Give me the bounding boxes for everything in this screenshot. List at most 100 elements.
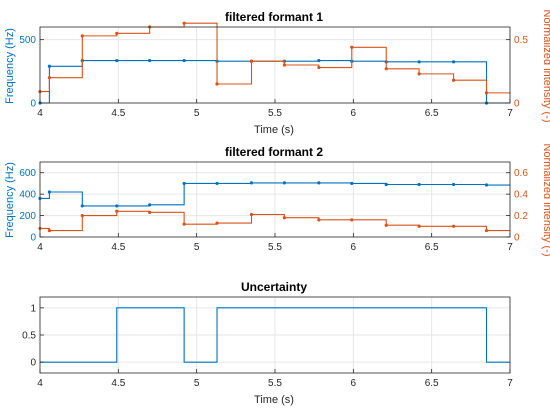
y-tick-label-right: 0 — [514, 99, 520, 110]
data-point — [384, 223, 388, 227]
data-point — [384, 67, 388, 71]
data-point — [115, 31, 119, 35]
data-point — [148, 210, 152, 214]
y-tick-label-right: 0.4 — [514, 190, 528, 201]
data-point — [350, 181, 354, 186]
panel-1-grid — [39, 27, 511, 104]
data-point — [115, 58, 119, 63]
panel-2-series — [38, 181, 510, 233]
panel-1-ylabel-right: Normalized intensity (-) — [541, 9, 550, 122]
data-point — [282, 63, 286, 67]
data-point — [249, 212, 254, 217]
data-point — [80, 213, 84, 218]
panel-formant-1: filtered formant 1 4 4.5 5 5.5 6 6.5 7050000.5… — [4, 9, 550, 136]
data-point — [182, 181, 186, 186]
x-tick-label: 6 — [351, 108, 357, 119]
y-tick-label-left: 0 — [30, 358, 36, 369]
panel-1-title: filtered formant 1 — [225, 10, 323, 24]
data-point — [47, 228, 52, 233]
data-point — [384, 182, 388, 187]
x-tick-label: 5 — [194, 378, 200, 389]
x-tick-label: 6.5 — [425, 242, 439, 253]
x-tick-label: 6.5 — [425, 378, 439, 389]
y-tick-label-left: 0 — [30, 233, 36, 244]
data-point — [115, 209, 119, 213]
data-point — [148, 58, 152, 63]
panel-2-ylabel-right: Normalized intensity (-) — [541, 143, 550, 256]
panel-uncertainty: Uncertainty 4 4.5 5 5.5 6 6.5 7 0 0.5 1 Time (s) — [22, 280, 513, 406]
series-line-right — [40, 22, 510, 94]
x-tick-label: 4 — [37, 378, 43, 389]
y-tick-label-left: 200 — [19, 211, 36, 222]
data-point — [484, 228, 489, 233]
x-tick-label: 5.5 — [268, 108, 282, 119]
y-tick-label-right: 0.5 — [514, 35, 528, 46]
y-tick-label-left: 0.5 — [22, 331, 36, 342]
panel-2-ylabel-left: Frequency (Hz) — [4, 162, 16, 238]
x-tick-label: 4 — [37, 242, 43, 253]
panel-3-title: Uncertainty — [241, 280, 307, 294]
y-tick-label-left: 500 — [19, 35, 36, 46]
data-point — [317, 65, 321, 70]
panel-3-ticks: 4 4.5 5 5.5 6 6.5 7 0 0.5 1 — [22, 303, 513, 389]
x-tick-label: 6 — [351, 378, 357, 389]
data-point — [80, 204, 84, 208]
data-point — [350, 45, 354, 49]
panel-1-ylabel-left: Frequency (Hz) — [4, 28, 16, 104]
data-point — [417, 182, 421, 187]
data-point — [350, 218, 354, 222]
data-point — [47, 76, 52, 80]
data-point — [215, 82, 219, 86]
data-point — [282, 216, 286, 220]
y-tick-label-right: 0.6 — [514, 168, 528, 179]
panel-formant-2: filtered formant 2 4 4.5 5 5.5 6 6.5 702004006… — [4, 143, 550, 256]
y-tick-label-right: 0 — [514, 233, 520, 244]
data-point — [249, 181, 254, 185]
x-tick-label: 4.5 — [111, 378, 125, 389]
panel-1-series — [38, 21, 510, 105]
data-point — [452, 78, 456, 82]
data-point — [282, 181, 286, 185]
x-tick-label: 5.5 — [268, 242, 282, 253]
data-point — [47, 64, 52, 68]
data-point — [80, 34, 84, 38]
panel-1-xlabel: Time (s) — [254, 124, 294, 136]
data-point — [417, 72, 421, 76]
data-point — [182, 58, 186, 63]
data-point — [417, 60, 421, 64]
x-tick-label: 4 — [37, 108, 43, 119]
x-tick-label: 5.5 — [268, 378, 282, 389]
x-tick-label: 6.5 — [425, 108, 439, 119]
x-tick-label: 4.5 — [111, 108, 125, 119]
y-tick-label-right: 0.2 — [514, 211, 528, 222]
data-point — [484, 183, 489, 187]
data-point — [47, 190, 52, 194]
data-point — [215, 181, 219, 186]
data-point — [484, 91, 489, 95]
x-tick-label: 6 — [351, 242, 357, 253]
data-point — [452, 60, 456, 64]
x-tick-label: 5 — [194, 242, 200, 253]
x-tick-label: 4.5 — [111, 242, 125, 253]
data-point — [182, 21, 186, 25]
data-point — [317, 181, 321, 185]
data-point — [452, 182, 456, 187]
data-point — [215, 221, 219, 225]
data-point — [452, 224, 456, 228]
x-tick-label: 7 — [507, 378, 513, 389]
y-tick-label-left: 0 — [30, 99, 36, 110]
x-tick-label: 5 — [194, 108, 200, 119]
panel-3-series — [40, 307, 510, 363]
data-point — [182, 222, 186, 226]
data-point — [417, 224, 421, 228]
data-point — [249, 59, 254, 63]
x-tick-label: 7 — [507, 108, 513, 119]
data-point — [148, 203, 152, 207]
series-line-left — [40, 307, 510, 363]
panel-3-xlabel: Time (s) — [254, 394, 294, 406]
x-tick-label: 7 — [507, 242, 513, 253]
data-point — [317, 58, 321, 63]
